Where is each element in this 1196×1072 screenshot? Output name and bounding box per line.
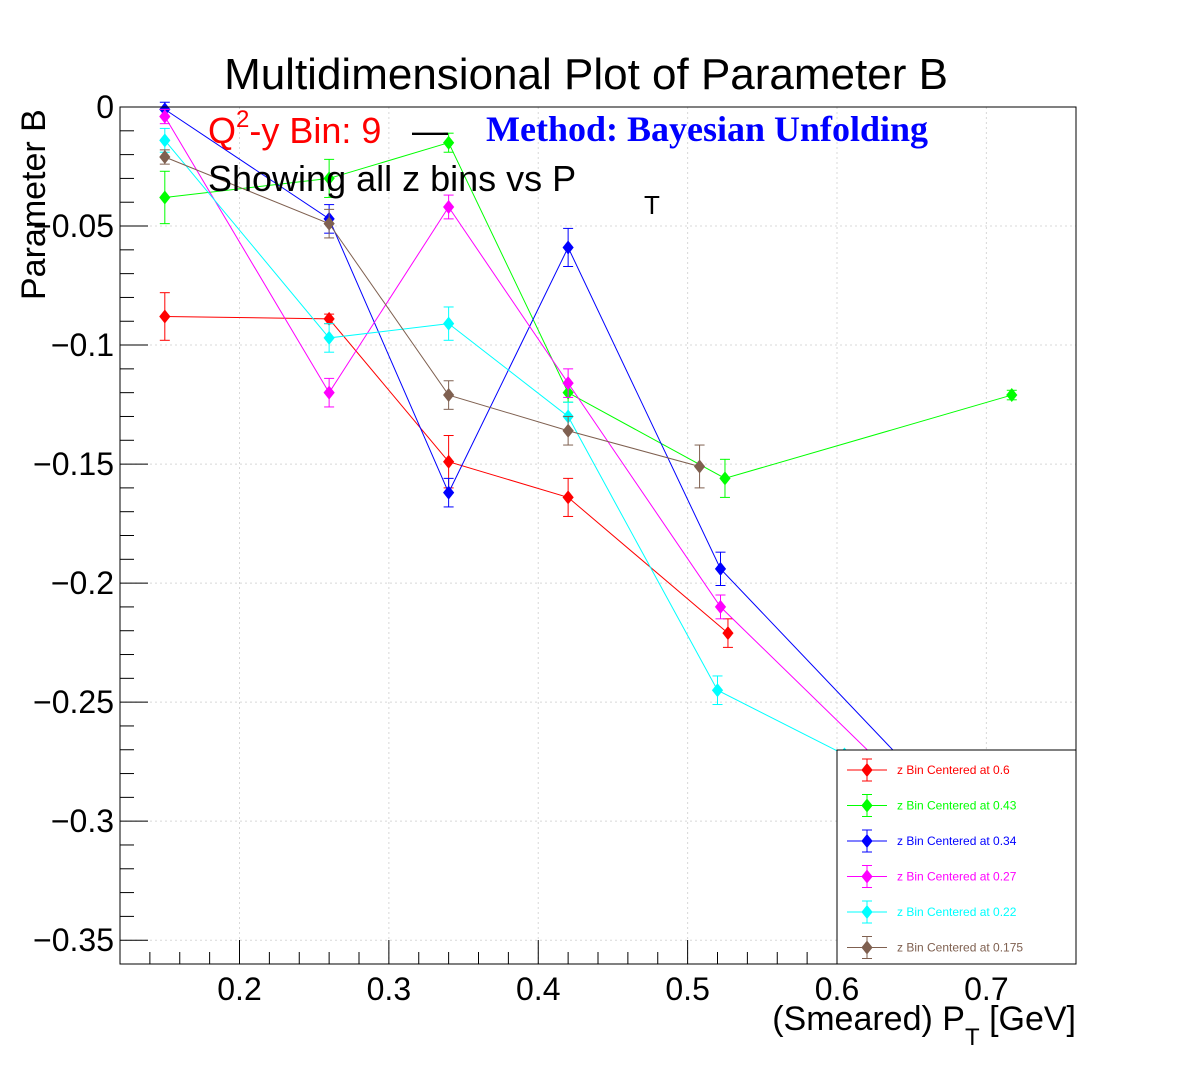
data-point [562,376,574,391]
subtitle-line2-sub: T [644,190,660,220]
y-tick-label: −0.15 [33,446,114,482]
data-point [159,190,171,205]
data-point [711,683,724,698]
series-5 [159,149,706,489]
series-layer [159,101,1018,793]
x-axis-label-sub: T [965,1024,980,1051]
x-tick-label: 0.5 [665,971,709,1007]
data-point [443,316,455,331]
data-point [443,454,455,469]
data-point [323,330,335,345]
y-tick-label: −0.3 [51,803,114,839]
x-axis-label: (Smeared) PT [GeV] [772,1000,1076,1051]
legend-label: z Bin Centered at 0.34 [897,834,1017,848]
legend-marker [861,940,873,955]
x-tick-label: 0.6 [815,971,859,1007]
legend-label: z Bin Centered at 0.27 [897,870,1017,884]
y-axis-label: Parameter B [15,109,53,300]
data-point [1006,388,1018,403]
series-line [164,142,1012,479]
legend-marker [861,869,873,884]
data-point [562,423,574,438]
subtitle-method: Method: Bayesian Unfolding [486,109,928,149]
x-axis-label-unit: [GeV] [980,1000,1076,1038]
x-axis-label-main: (Smeared) P [772,1000,965,1038]
data-point [443,485,455,500]
legend-label: z Bin Centered at 0.6 [897,763,1010,777]
data-point [443,199,455,214]
legend-marker [861,834,873,848]
subtitle-bin-sup: 2 [236,106,249,133]
subtitle-bin-rest: -y Bin: 9 [249,110,381,151]
subtitle-dash: — [412,110,448,151]
x-tick-label: 0.7 [964,971,1008,1007]
legend: z Bin Centered at 0.6 z Bin Centered at 0… [836,749,1077,965]
data-point [693,459,706,474]
data-point [159,149,171,164]
subtitle-bin-prefix: Q [208,110,236,151]
data-point [159,109,171,124]
legend-marker [861,798,873,813]
y-tick-label: −0.05 [33,208,114,244]
subtitle-bin: Q2-y Bin: 9 [208,106,381,151]
y-tick-label: −0.1 [51,327,114,363]
x-tick-label: 0.2 [217,971,261,1007]
subtitle-line2: Showing all z bins vs P T [208,158,660,220]
legend-box [836,749,1077,965]
data-point [159,133,171,148]
series-0 [159,292,734,648]
data-point [443,388,455,403]
data-point [714,599,727,614]
data-point [562,490,574,505]
data-point [323,216,335,231]
x-tick-label: 0.3 [367,971,411,1007]
legend-label: z Bin Centered at 0.175 [897,941,1023,955]
x-tick-label: 0.4 [516,971,560,1007]
axes: 0.2 0.3 0.4 0.5 0.6 0.7 0 −0.05 −0.1 −0.15 −0.2 −0.… [33,89,1077,1007]
data-point [323,385,335,400]
legend-label: z Bin Centered at 0.43 [897,799,1017,813]
y-tick-label: 0 [96,89,114,125]
series-line [164,116,883,765]
data-point [323,171,335,186]
data-point [722,626,734,641]
data-point [443,135,455,150]
legend-marker [861,763,873,777]
subtitle-line2-text: Showing all z bins vs P [208,158,576,199]
data-point [323,311,335,326]
data-point [714,561,727,576]
data-point [159,309,171,324]
chart-title: Multidimensional Plot of Parameter B [224,50,948,99]
y-tick-label: −0.2 [51,565,114,601]
y-tick-label: −0.25 [33,684,114,720]
y-tick-label: −0.35 [33,922,114,958]
legend-label: z Bin Centered at 0.22 [897,905,1017,919]
data-point [562,240,574,255]
data-point [719,471,731,486]
series-line [164,140,845,755]
legend-marker [861,905,873,919]
